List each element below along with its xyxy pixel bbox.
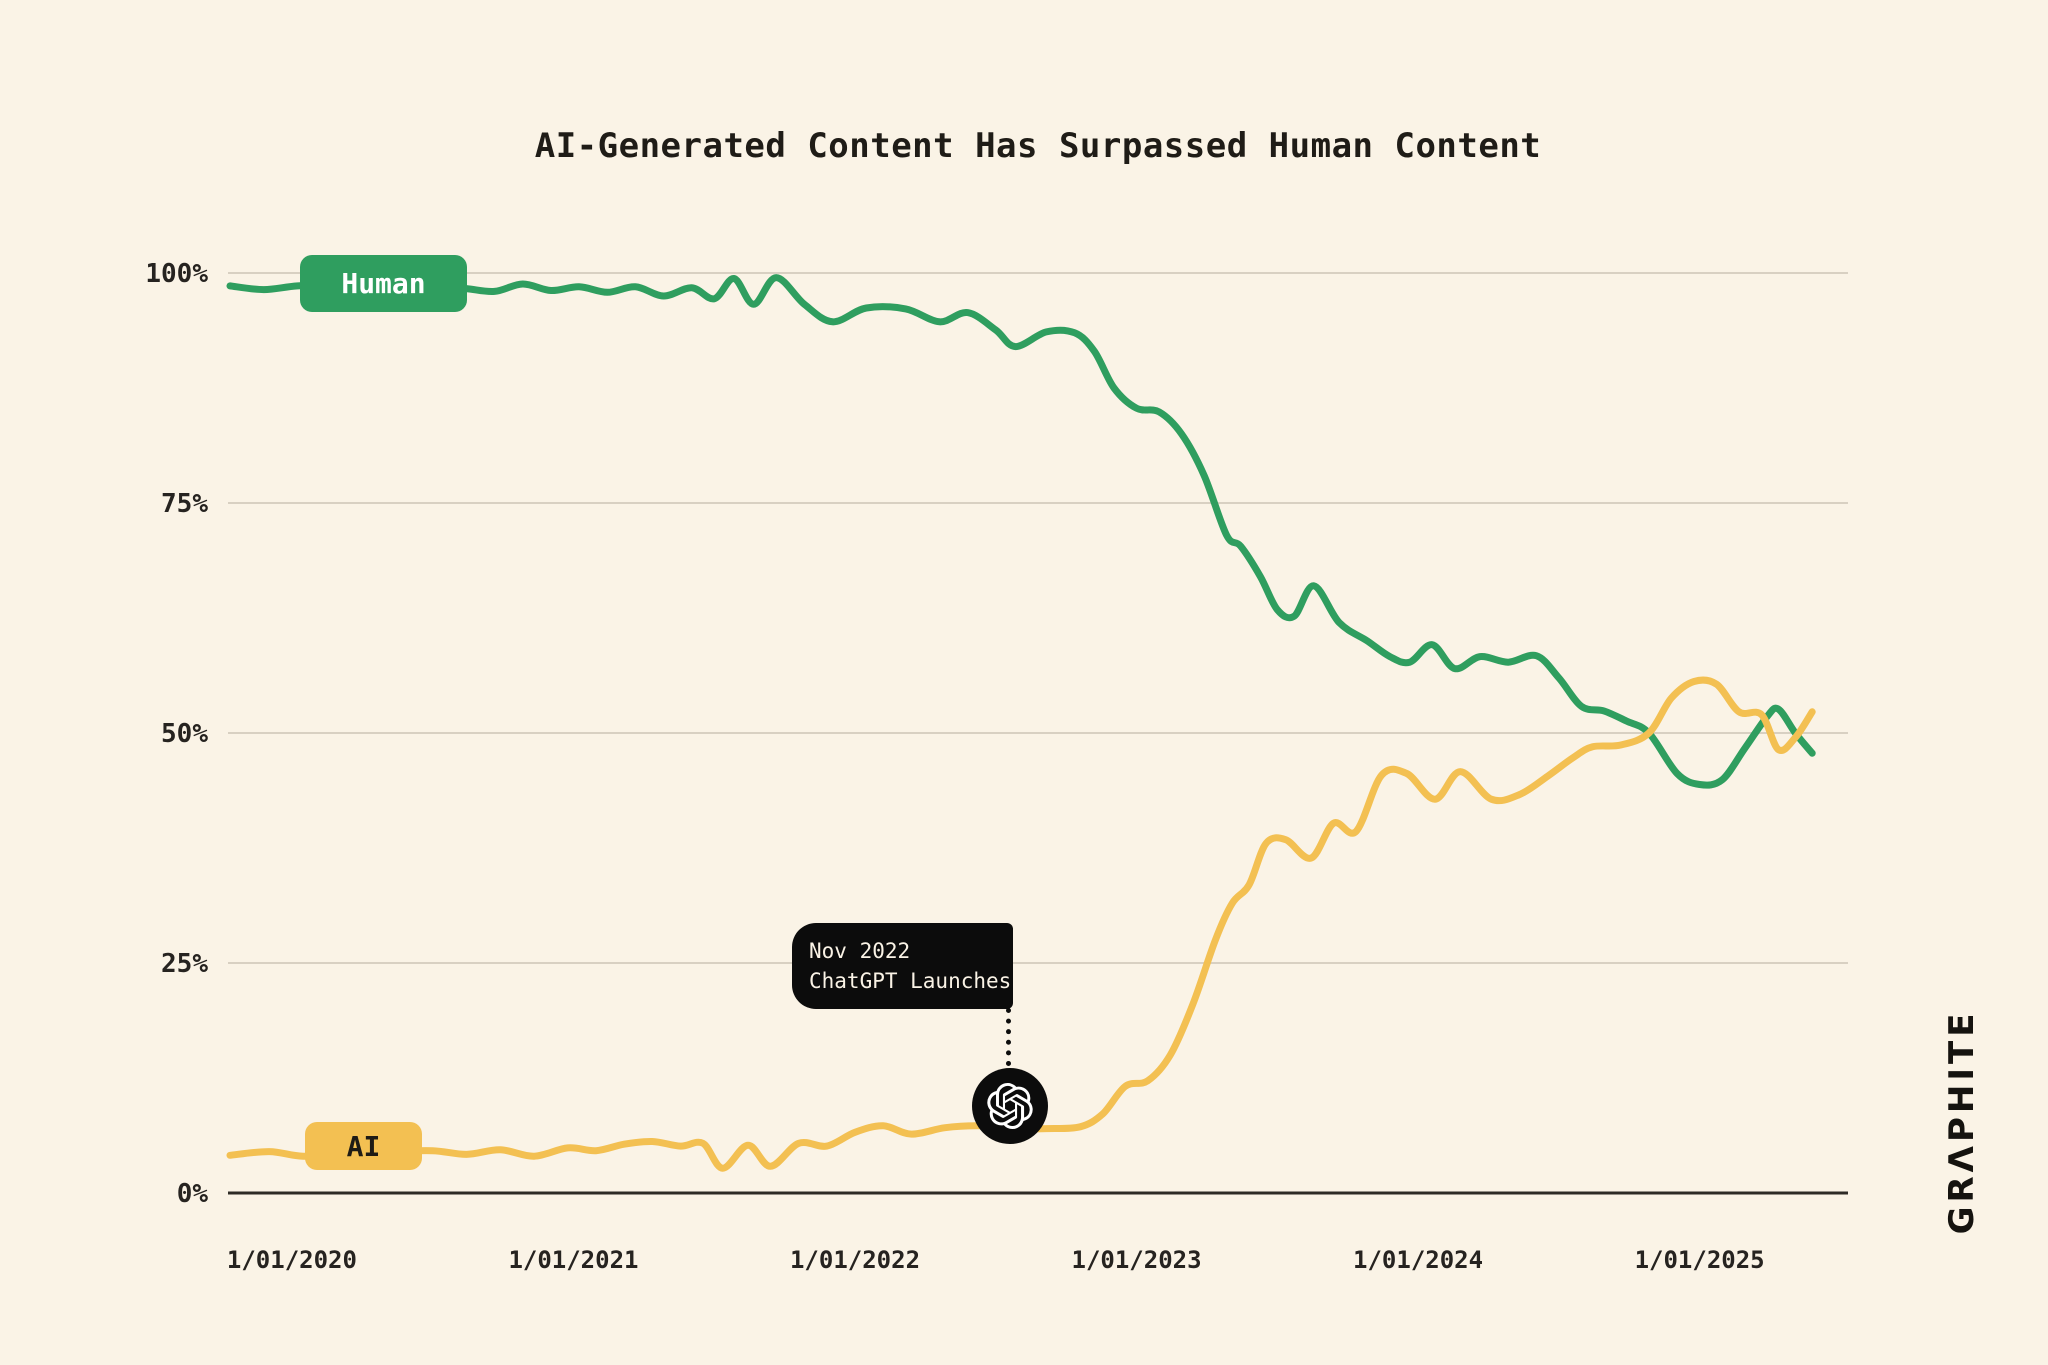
ai-series-line [226, 676, 1816, 1172]
x-axis-label-2022: 1/01/2022 [790, 1246, 920, 1274]
chart-title: AI-Generated Content Has Surpassed Human… [534, 126, 1542, 166]
openai-logo-marker [972, 1068, 1048, 1144]
x-axis-label-2024: 1/01/2024 [1353, 1246, 1483, 1274]
ai-badge-label: AI [346, 1129, 381, 1163]
annotation-card: Nov 2022 ChatGPT Launches [792, 923, 1013, 1009]
annotation-connector-line [1006, 1008, 1011, 1066]
y-axis-label-0: 0% [177, 1179, 209, 1209]
openai-icon [987, 1083, 1033, 1129]
human-series-badge: Human [300, 255, 467, 312]
y-axis-label-100: 100% [145, 259, 208, 289]
graphite-wordmark: GRΛPHITE [1942, 1009, 1982, 1235]
human-badge-label: Human [341, 267, 426, 300]
annotation-date: Nov 2022 [809, 939, 911, 963]
x-axis-label-2020: 1/01/2020 [227, 1246, 357, 1274]
x-axis-label-2023: 1/01/2023 [1072, 1246, 1202, 1274]
x-axis-label-2025: 1/01/2025 [1635, 1246, 1765, 1274]
y-axis-label-50: 50% [161, 719, 208, 749]
human-series-line [226, 274, 1816, 789]
y-axis-label-25: 25% [161, 949, 208, 979]
x-axis-label-2021: 1/01/2021 [508, 1246, 638, 1274]
y-axis-label-75: 75% [161, 489, 208, 519]
annotation-text: ChatGPT Launches [809, 969, 1012, 993]
ai-series-badge: AI [305, 1122, 422, 1170]
